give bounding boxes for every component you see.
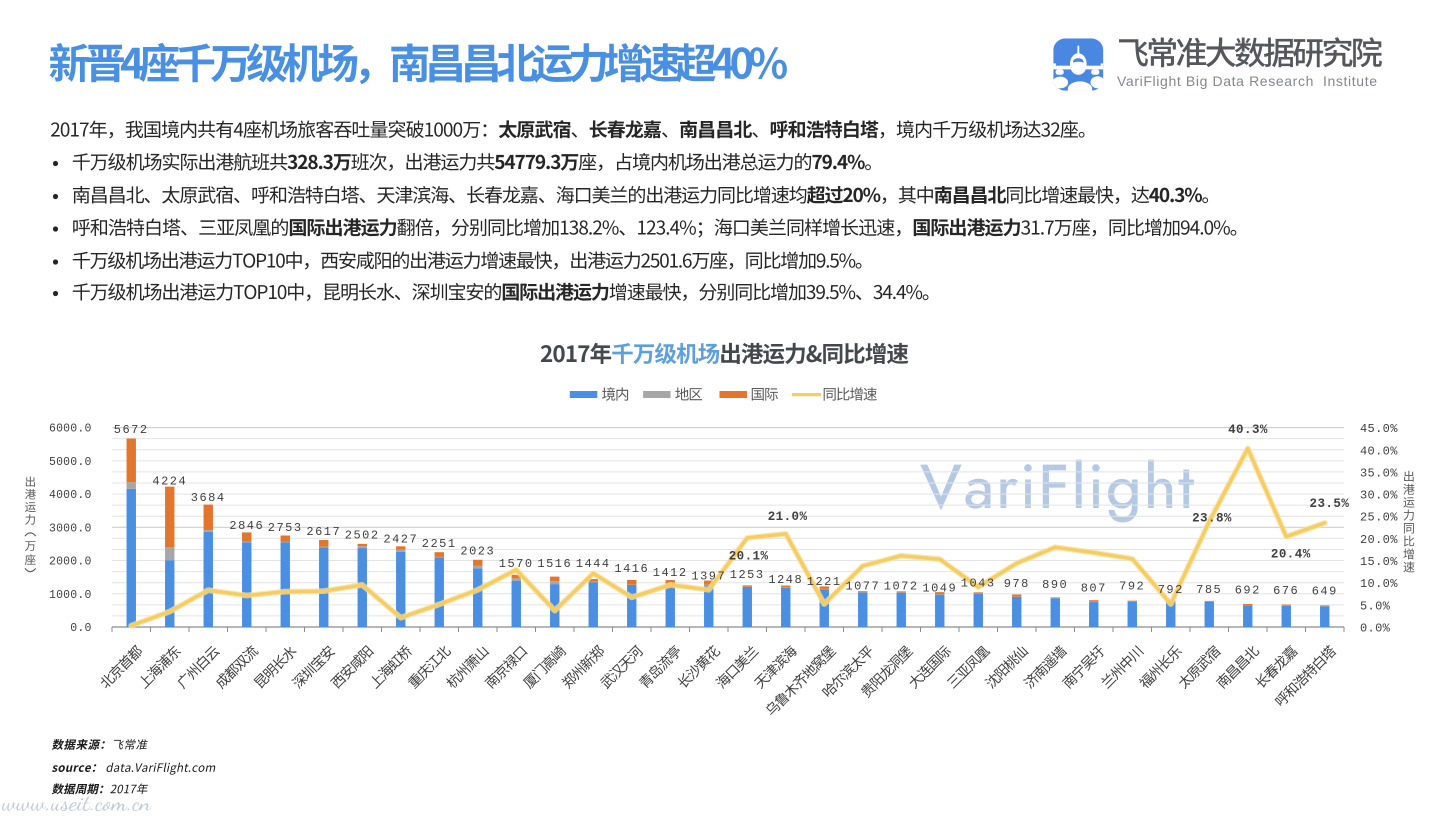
- svg-text:45.0%: 45.0%: [1360, 422, 1398, 436]
- svg-text:40.0%: 40.0%: [1360, 444, 1398, 458]
- svg-text:2427: 2427: [383, 533, 418, 547]
- svg-text:2502: 2502: [345, 529, 380, 543]
- svg-text:1397: 1397: [691, 569, 726, 583]
- svg-text:25.0%: 25.0%: [1360, 511, 1398, 525]
- svg-text:792: 792: [1119, 580, 1145, 594]
- svg-text:1072: 1072: [884, 580, 919, 594]
- svg-text:1049: 1049: [922, 581, 957, 595]
- svg-text:2251: 2251: [422, 537, 457, 551]
- svg-text:5000.0: 5000.0: [49, 456, 92, 469]
- svg-text:1077: 1077: [845, 580, 880, 594]
- svg-text:1412: 1412: [653, 566, 688, 580]
- svg-text:40.3%: 40.3%: [1228, 423, 1268, 437]
- svg-text:3000.0: 3000.0: [49, 522, 92, 535]
- svg-text:23.8%: 23.8%: [1192, 512, 1232, 526]
- svg-text:10.0%: 10.0%: [1360, 577, 1398, 591]
- svg-text:20.1%: 20.1%: [729, 550, 769, 564]
- svg-text:20.4%: 20.4%: [1271, 548, 1311, 562]
- svg-text:2753: 2753: [268, 521, 303, 535]
- svg-text:785: 785: [1196, 583, 1222, 597]
- svg-text:1221: 1221: [807, 575, 842, 589]
- svg-text:15.0%: 15.0%: [1360, 555, 1398, 569]
- svg-text:692: 692: [1235, 583, 1261, 597]
- svg-text:VariFlight Big Data Research: VariFlight Big Data Research Institute: [1117, 73, 1377, 89]
- svg-text:4224: 4224: [152, 475, 187, 489]
- svg-text:649: 649: [1312, 585, 1338, 599]
- svg-text:30.0%: 30.0%: [1360, 489, 1398, 503]
- svg-text:0.0%: 0.0%: [1360, 622, 1391, 636]
- svg-text:35.0%: 35.0%: [1360, 466, 1398, 480]
- svg-text:1516: 1516: [537, 557, 572, 571]
- svg-text:23.5%: 23.5%: [1310, 497, 1350, 511]
- svg-text:890: 890: [1042, 578, 1068, 592]
- svg-text:5672: 5672: [114, 423, 149, 437]
- svg-text:5.0%: 5.0%: [1360, 599, 1391, 613]
- svg-text:676: 676: [1273, 584, 1299, 598]
- svg-text:2846: 2846: [229, 519, 264, 533]
- svg-text:807: 807: [1081, 582, 1107, 596]
- svg-text:792: 792: [1158, 583, 1184, 597]
- svg-text:1043: 1043: [961, 577, 996, 591]
- svg-text:2023: 2023: [460, 545, 495, 559]
- svg-text:1444: 1444: [576, 557, 611, 571]
- svg-text:978: 978: [1004, 577, 1030, 591]
- svg-text:21.0%: 21.0%: [768, 510, 808, 524]
- svg-text:1000.0: 1000.0: [49, 589, 92, 602]
- svg-text:1570: 1570: [499, 557, 534, 571]
- svg-text:1416: 1416: [614, 562, 649, 576]
- svg-text:1248: 1248: [768, 573, 803, 587]
- svg-text:6000.0: 6000.0: [49, 423, 92, 436]
- svg-text:2617: 2617: [306, 525, 341, 539]
- svg-text:3684: 3684: [191, 491, 226, 505]
- svg-text:20.0%: 20.0%: [1360, 533, 1398, 547]
- svg-text:1253: 1253: [730, 568, 765, 582]
- svg-text:2000.0: 2000.0: [49, 556, 92, 569]
- svg-text:4000.0: 4000.0: [49, 489, 92, 502]
- svg-text:0.0: 0.0: [70, 622, 91, 635]
